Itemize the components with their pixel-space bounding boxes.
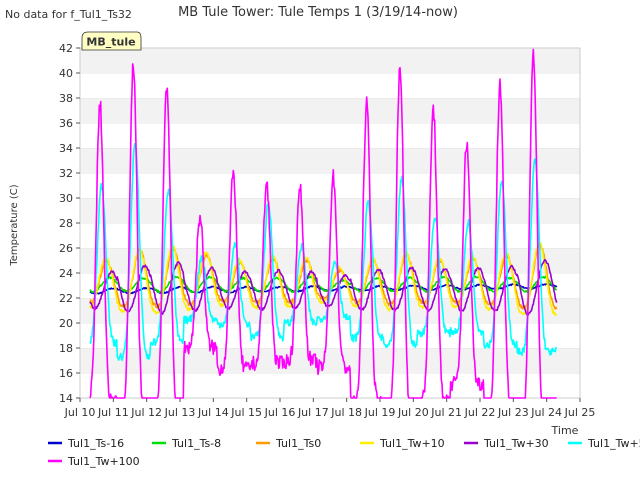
series-line-Tul1_Tw+10 bbox=[89, 241, 558, 317]
y-tick-label: 32 bbox=[59, 167, 73, 180]
y-tick-label: 38 bbox=[59, 92, 73, 105]
legend-label: Tul1_Ts-8 bbox=[171, 437, 221, 450]
legend-label: Tul1_Tw+50 bbox=[587, 437, 640, 450]
nodata-note: No data for f_Tul1_Ts32 bbox=[5, 8, 132, 21]
x-tick-label: Jul 21 bbox=[430, 406, 462, 419]
y-tick-label: 24 bbox=[59, 267, 73, 280]
grid-band bbox=[80, 123, 580, 148]
series-line-Tul1_Tw+30 bbox=[89, 258, 558, 316]
y-tick-label: 22 bbox=[59, 292, 73, 305]
x-tick-label: Jul 12 bbox=[130, 406, 162, 419]
x-tick-label: Jul 20 bbox=[397, 406, 429, 419]
x-tick-label: Jul 16 bbox=[264, 406, 296, 419]
x-tick-label: Jul 19 bbox=[364, 406, 396, 419]
grid-band bbox=[80, 373, 580, 398]
series-line-Tul1_Tw+50 bbox=[89, 142, 558, 362]
y-tick-label: 30 bbox=[59, 192, 73, 205]
grid-band bbox=[80, 323, 580, 348]
y-tick-label: 14 bbox=[59, 392, 73, 405]
grid-band bbox=[80, 173, 580, 198]
x-axis: Jul 10 Jul 11 Jul 12 Jul 13 Jul 14 Jul 15 Jul … bbox=[64, 398, 596, 419]
y-axis-label: Temperature (C) bbox=[9, 184, 20, 266]
chart-title: MB Tule Tower: Tule Temps 1 (3/19/14-now… bbox=[178, 5, 458, 20]
x-tick-label: Jul 22 bbox=[464, 406, 496, 419]
x-tick-label: Jul 23 bbox=[497, 406, 529, 419]
x-axis-label: Time bbox=[551, 424, 579, 437]
x-tick-label: Jul 24 bbox=[530, 406, 562, 419]
x-tick-label: Jul 25 bbox=[564, 406, 596, 419]
y-axis: 14 16 18 20 22 24 26 28 30 32 34 36 38 40 42 bbox=[59, 42, 80, 405]
legend-label: Tul1_Tw+100 bbox=[67, 455, 140, 468]
grid-band bbox=[80, 98, 580, 123]
series-layer bbox=[89, 48, 558, 399]
legend: Tul1_Ts-16 Tul1_Ts-8 Tul1_Ts0 Tul1_Tw+10 Tul… bbox=[48, 437, 640, 468]
y-tick-label: 16 bbox=[59, 367, 73, 380]
y-tick-label: 40 bbox=[59, 67, 73, 80]
y-tick-label: 28 bbox=[59, 217, 73, 230]
badge-shape bbox=[81, 31, 142, 51]
y-tick-label: 34 bbox=[59, 142, 73, 155]
y-tick-label: 42 bbox=[59, 42, 73, 55]
y-tick-label: 36 bbox=[59, 117, 73, 130]
y-tick-label: 18 bbox=[59, 342, 73, 355]
legend-label: Tul1_Tw+30 bbox=[483, 437, 549, 450]
x-tick-label: Jul 15 bbox=[230, 406, 262, 419]
grid-band bbox=[80, 73, 580, 98]
x-tick-label: Jul 13 bbox=[164, 406, 196, 419]
grid-band bbox=[80, 48, 580, 73]
legend-label: Tul1_Tw+10 bbox=[379, 437, 445, 450]
legend-label: Tul1_Ts0 bbox=[275, 437, 321, 450]
station-badge: MB_tule bbox=[81, 31, 142, 51]
grid-band bbox=[80, 348, 580, 373]
x-tick-label: Jul 11 bbox=[97, 406, 129, 419]
y-tick-label: 20 bbox=[59, 317, 73, 330]
x-tick-label: Jul 10 bbox=[64, 406, 96, 419]
x-tick-label: Jul 18 bbox=[330, 406, 362, 419]
badge-label: MB_tule bbox=[86, 36, 135, 49]
y-tick-label: 26 bbox=[59, 242, 73, 255]
legend-label: Tul1_Ts-16 bbox=[67, 437, 124, 450]
x-tick-label: Jul 14 bbox=[197, 406, 229, 419]
grid-band bbox=[80, 148, 580, 173]
x-tick-label: Jul 17 bbox=[297, 406, 329, 419]
series-line-Tul1_Tw+100 bbox=[89, 48, 557, 399]
